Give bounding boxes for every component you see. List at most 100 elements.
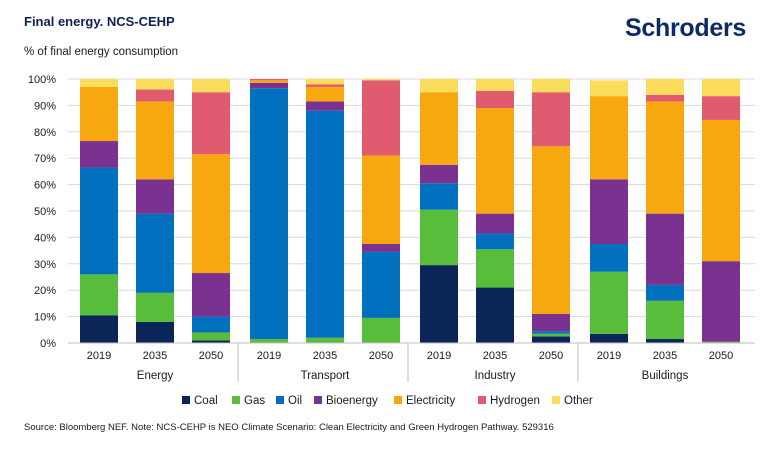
bar-segment-hydrogen bbox=[136, 89, 174, 102]
bar-segment-electricity bbox=[306, 86, 344, 102]
legend-label: Hydrogen bbox=[490, 395, 540, 407]
group-label: Buildings bbox=[642, 370, 689, 382]
bar-segment-oil bbox=[250, 88, 288, 340]
bar-segment-hydrogen bbox=[702, 96, 740, 120]
bar-segment-electricity bbox=[250, 80, 288, 83]
group-labels: Energy Transport Industry Buildings bbox=[137, 370, 689, 382]
bar-segment-hydrogen bbox=[532, 92, 570, 147]
bar-segment-bioenergy bbox=[362, 244, 400, 252]
bar-segment-electricity bbox=[590, 96, 628, 180]
bar-segment-hydrogen bbox=[306, 84, 344, 87]
y-tick-label: 40% bbox=[34, 232, 56, 244]
bar-segment-electricity bbox=[136, 101, 174, 180]
legend-label: Oil bbox=[288, 395, 302, 407]
bar-segment-hydrogen bbox=[476, 90, 514, 109]
bar-segment-electricity bbox=[702, 119, 740, 262]
bar-segment-other bbox=[590, 80, 628, 97]
bar-segment-bioenergy bbox=[646, 213, 684, 285]
bar-segment-coal bbox=[476, 287, 514, 343]
y-axis-label: % of final energy consumption bbox=[24, 46, 179, 58]
x-tick-label: 2035 bbox=[143, 350, 167, 362]
legend-label: Gas bbox=[244, 395, 265, 407]
source-note: Source: Bloomberg NEF. Note: NCS-CEHP is… bbox=[24, 422, 554, 433]
legend: Coal Gas Oil Bioenergy Electricity Hydrogen Ot… bbox=[182, 395, 593, 407]
bar-segment-bioenergy bbox=[702, 261, 740, 342]
bar-segment-oil bbox=[590, 244, 628, 272]
bar-segment-oil bbox=[532, 331, 570, 334]
legend-label: Electricity bbox=[406, 395, 455, 407]
x-axis-tick-labels: 2019 2035 2050 2019 2035 2050 2019 2035 2050 2019… bbox=[87, 350, 733, 362]
bar-segment-gas bbox=[646, 300, 684, 340]
bar-segment-hydrogen bbox=[362, 80, 400, 156]
bar-segment-bioenergy bbox=[250, 82, 288, 89]
y-axis-tick-labels: 0% 10% 20% 30% 40% 50% 60% 70% 80% 90% 100% bbox=[28, 74, 56, 350]
bar-segment-electricity bbox=[476, 108, 514, 214]
bar-segment-gas bbox=[420, 209, 458, 266]
y-tick-label: 20% bbox=[34, 285, 56, 297]
legend-item-oil: Oil bbox=[276, 395, 302, 407]
bar-segment-gas bbox=[362, 317, 400, 343]
bar-segment-hydrogen bbox=[250, 79, 288, 81]
legend-swatch bbox=[232, 396, 240, 404]
bar-segment-oil bbox=[362, 251, 400, 318]
bar-segment-other bbox=[476, 79, 514, 91]
group-label: Transport bbox=[301, 370, 351, 382]
bar-segment-oil bbox=[306, 110, 344, 338]
y-tick-label: 70% bbox=[34, 153, 56, 165]
legend-item-coal: Coal bbox=[182, 395, 218, 407]
bar-segment-bioenergy bbox=[532, 313, 570, 332]
x-tick-label: 2035 bbox=[483, 350, 507, 362]
bar-segment-bioenergy bbox=[192, 273, 230, 317]
y-tick-label: 50% bbox=[34, 206, 56, 218]
bar-segment-coal bbox=[80, 315, 118, 343]
legend-label: Coal bbox=[194, 395, 218, 407]
x-tick-label: 2019 bbox=[257, 350, 281, 362]
group-label: Energy bbox=[137, 370, 174, 382]
bar-segment-coal bbox=[646, 339, 684, 343]
bar-segment-coal bbox=[192, 340, 230, 343]
bar-segment-oil bbox=[420, 183, 458, 210]
bar-segment-other bbox=[702, 79, 740, 97]
x-tick-label: 2019 bbox=[427, 350, 451, 362]
bar-segment-oil bbox=[192, 316, 230, 333]
bars bbox=[80, 79, 740, 343]
bar-segment-electricity bbox=[420, 92, 458, 165]
bar-segment-other bbox=[362, 79, 400, 81]
bar-segment-oil bbox=[476, 233, 514, 250]
bar-segment-hydrogen bbox=[192, 92, 230, 155]
gridlines bbox=[68, 78, 755, 344]
legend-swatch bbox=[478, 396, 486, 404]
x-tick-label: 2019 bbox=[87, 350, 111, 362]
bar-segment-electricity bbox=[646, 101, 684, 214]
schroders-logo: Schroders bbox=[625, 14, 746, 42]
legend-swatch bbox=[182, 396, 190, 404]
bar-segment-coal bbox=[590, 333, 628, 343]
legend-swatch bbox=[394, 396, 402, 404]
x-axis bbox=[68, 342, 755, 382]
bar-segment-gas bbox=[192, 332, 230, 341]
y-tick-label: 10% bbox=[34, 312, 56, 324]
bar-segment-oil bbox=[80, 167, 118, 275]
bar-segment-gas bbox=[250, 339, 288, 343]
legend-label: Other bbox=[564, 395, 593, 407]
bar-segment-electricity bbox=[362, 155, 400, 244]
bar-segment-bioenergy bbox=[80, 141, 118, 168]
bar-segment-gas bbox=[702, 341, 740, 343]
bar-segment-bioenergy bbox=[420, 164, 458, 184]
y-tick-label: 90% bbox=[34, 100, 56, 112]
x-tick-label: 2035 bbox=[653, 350, 677, 362]
bar-segment-other bbox=[136, 79, 174, 90]
bar-segment-gas bbox=[590, 271, 628, 334]
bar-segment-gas bbox=[80, 274, 118, 316]
bar-segment-other bbox=[532, 79, 570, 93]
bar-segment-gas bbox=[532, 333, 570, 337]
y-tick-label: 0% bbox=[40, 338, 56, 350]
bar-segment-other bbox=[420, 79, 458, 93]
y-tick-label: 30% bbox=[34, 259, 56, 271]
bar-segment-bioenergy bbox=[476, 213, 514, 234]
x-tick-label: 2050 bbox=[369, 350, 393, 362]
x-tick-label: 2050 bbox=[709, 350, 733, 362]
bar-segment-other bbox=[646, 79, 684, 95]
legend-item-other: Other bbox=[552, 395, 593, 407]
